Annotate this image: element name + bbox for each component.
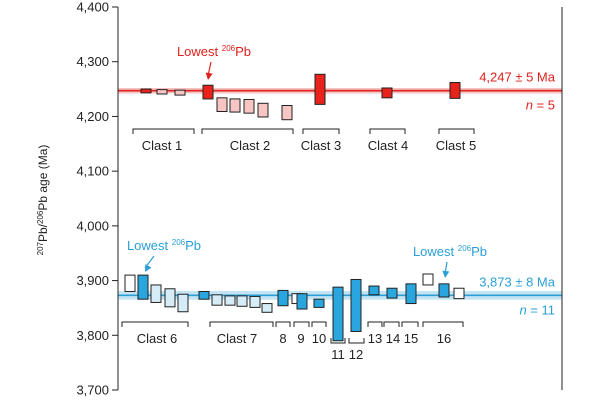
y-tick-label: 3,800 [76,328,109,343]
clast-label: Clast 5 [436,138,476,153]
clast-label: 16 [437,331,451,346]
bar [177,293,189,313]
clast-bracket [302,128,340,134]
clast-bracket [121,321,189,327]
bar [174,89,186,96]
bar [296,293,308,310]
clast-bracket [383,321,400,327]
clast-bracket [401,321,419,327]
clast-label: Clast 2 [230,138,270,153]
bar [156,89,168,95]
clast-label: 15 [404,331,418,346]
bar [243,98,255,114]
y-tick-label: 4,300 [76,54,109,69]
bar [314,73,326,105]
clast-label: Clast 4 [368,138,408,153]
bar [261,303,273,313]
y-axis: 3,700 3,800 3,900 4,000 4,100 4,200 4,300 4,400 [76,0,563,398]
bar [202,84,214,100]
bar [405,283,417,305]
bar [449,82,461,99]
clast-label: 12 [349,347,363,362]
clast-label: 10 [312,331,326,346]
bar [381,87,393,99]
clast-bracket [367,321,383,327]
annotation-arrow-head [205,72,213,80]
bar [150,284,162,303]
lowest-206pb-annotation: Lowest 206Pb [127,238,201,253]
bar [236,295,248,307]
bar [137,274,149,300]
bars [124,73,465,342]
bar [422,273,434,286]
clast-label: 11 [331,347,345,362]
bar [386,287,398,299]
annotation-arrow-head [145,264,152,272]
clast-bracket [330,338,346,344]
y-tick-label: 4,200 [76,109,109,124]
clast-bracket [348,338,365,344]
red-age-label: 4,247 ± 5 Ma [479,70,556,85]
bar [140,88,152,94]
bar [216,97,228,113]
clast-bracket [201,128,294,134]
clast-label: Clast 6 [137,331,177,346]
y-tick-label: 4,400 [76,0,109,15]
bar [198,291,210,300]
red-n-label: n = 5 [526,98,555,113]
bar [368,285,380,296]
blue-n-label: n = 11 [519,302,555,317]
reference-bands: 4,247 ± 5 Ma n = 5 3,873 ± 8 Ma n = 11 [118,70,562,317]
annotations: Lowest 206Pb Lowest 206Pb Lowest 206Pb [127,44,487,278]
clast-label: 14 [386,331,400,346]
blue-age-label: 3,873 ± 8 Ma [479,274,556,289]
bar [281,104,293,121]
bar [453,287,465,300]
bar [224,295,236,306]
bar [332,286,344,342]
y-tick-label: 4,000 [76,218,109,233]
lowest-206pb-annotation: Lowest 206Pb [177,44,251,59]
clast-brackets: Clast 1 Clast 2 Clast 3 Clast 4 Clast 5 Clast… [121,128,476,362]
clast-label: Clast 3 [301,138,341,153]
bar [211,294,223,306]
clast-label: 9 [297,331,304,346]
clast-bracket [275,321,291,327]
clast-label: 13 [368,331,382,346]
bar [257,102,269,118]
y-axis-label: 207Pb/206Pb age (Ma) [36,145,50,256]
clast-bracket [209,321,274,327]
clast-label: Clast 1 [142,138,182,153]
clast-bracket [422,321,464,327]
y-tick-label: 4,100 [76,164,109,179]
bar [124,274,136,293]
y-tick-label: 3,900 [76,273,109,288]
bar [350,278,362,332]
bar [249,295,261,308]
clast-label: Clast 7 [217,331,257,346]
y-tick-label: 3,700 [76,383,109,398]
bar [164,288,176,308]
annotation-arrow-head [442,270,450,278]
clast-bracket [293,321,310,327]
clast-bracket [369,128,406,134]
bar [438,283,450,298]
bar [313,298,325,308]
clast-bracket [311,321,327,327]
bar [277,289,289,307]
clast-bracket [438,128,475,134]
lowest-206pb-annotation: Lowest 206Pb [413,244,487,259]
clast-label: 8 [279,331,286,346]
clast-bracket [132,128,195,134]
bar [229,98,241,113]
